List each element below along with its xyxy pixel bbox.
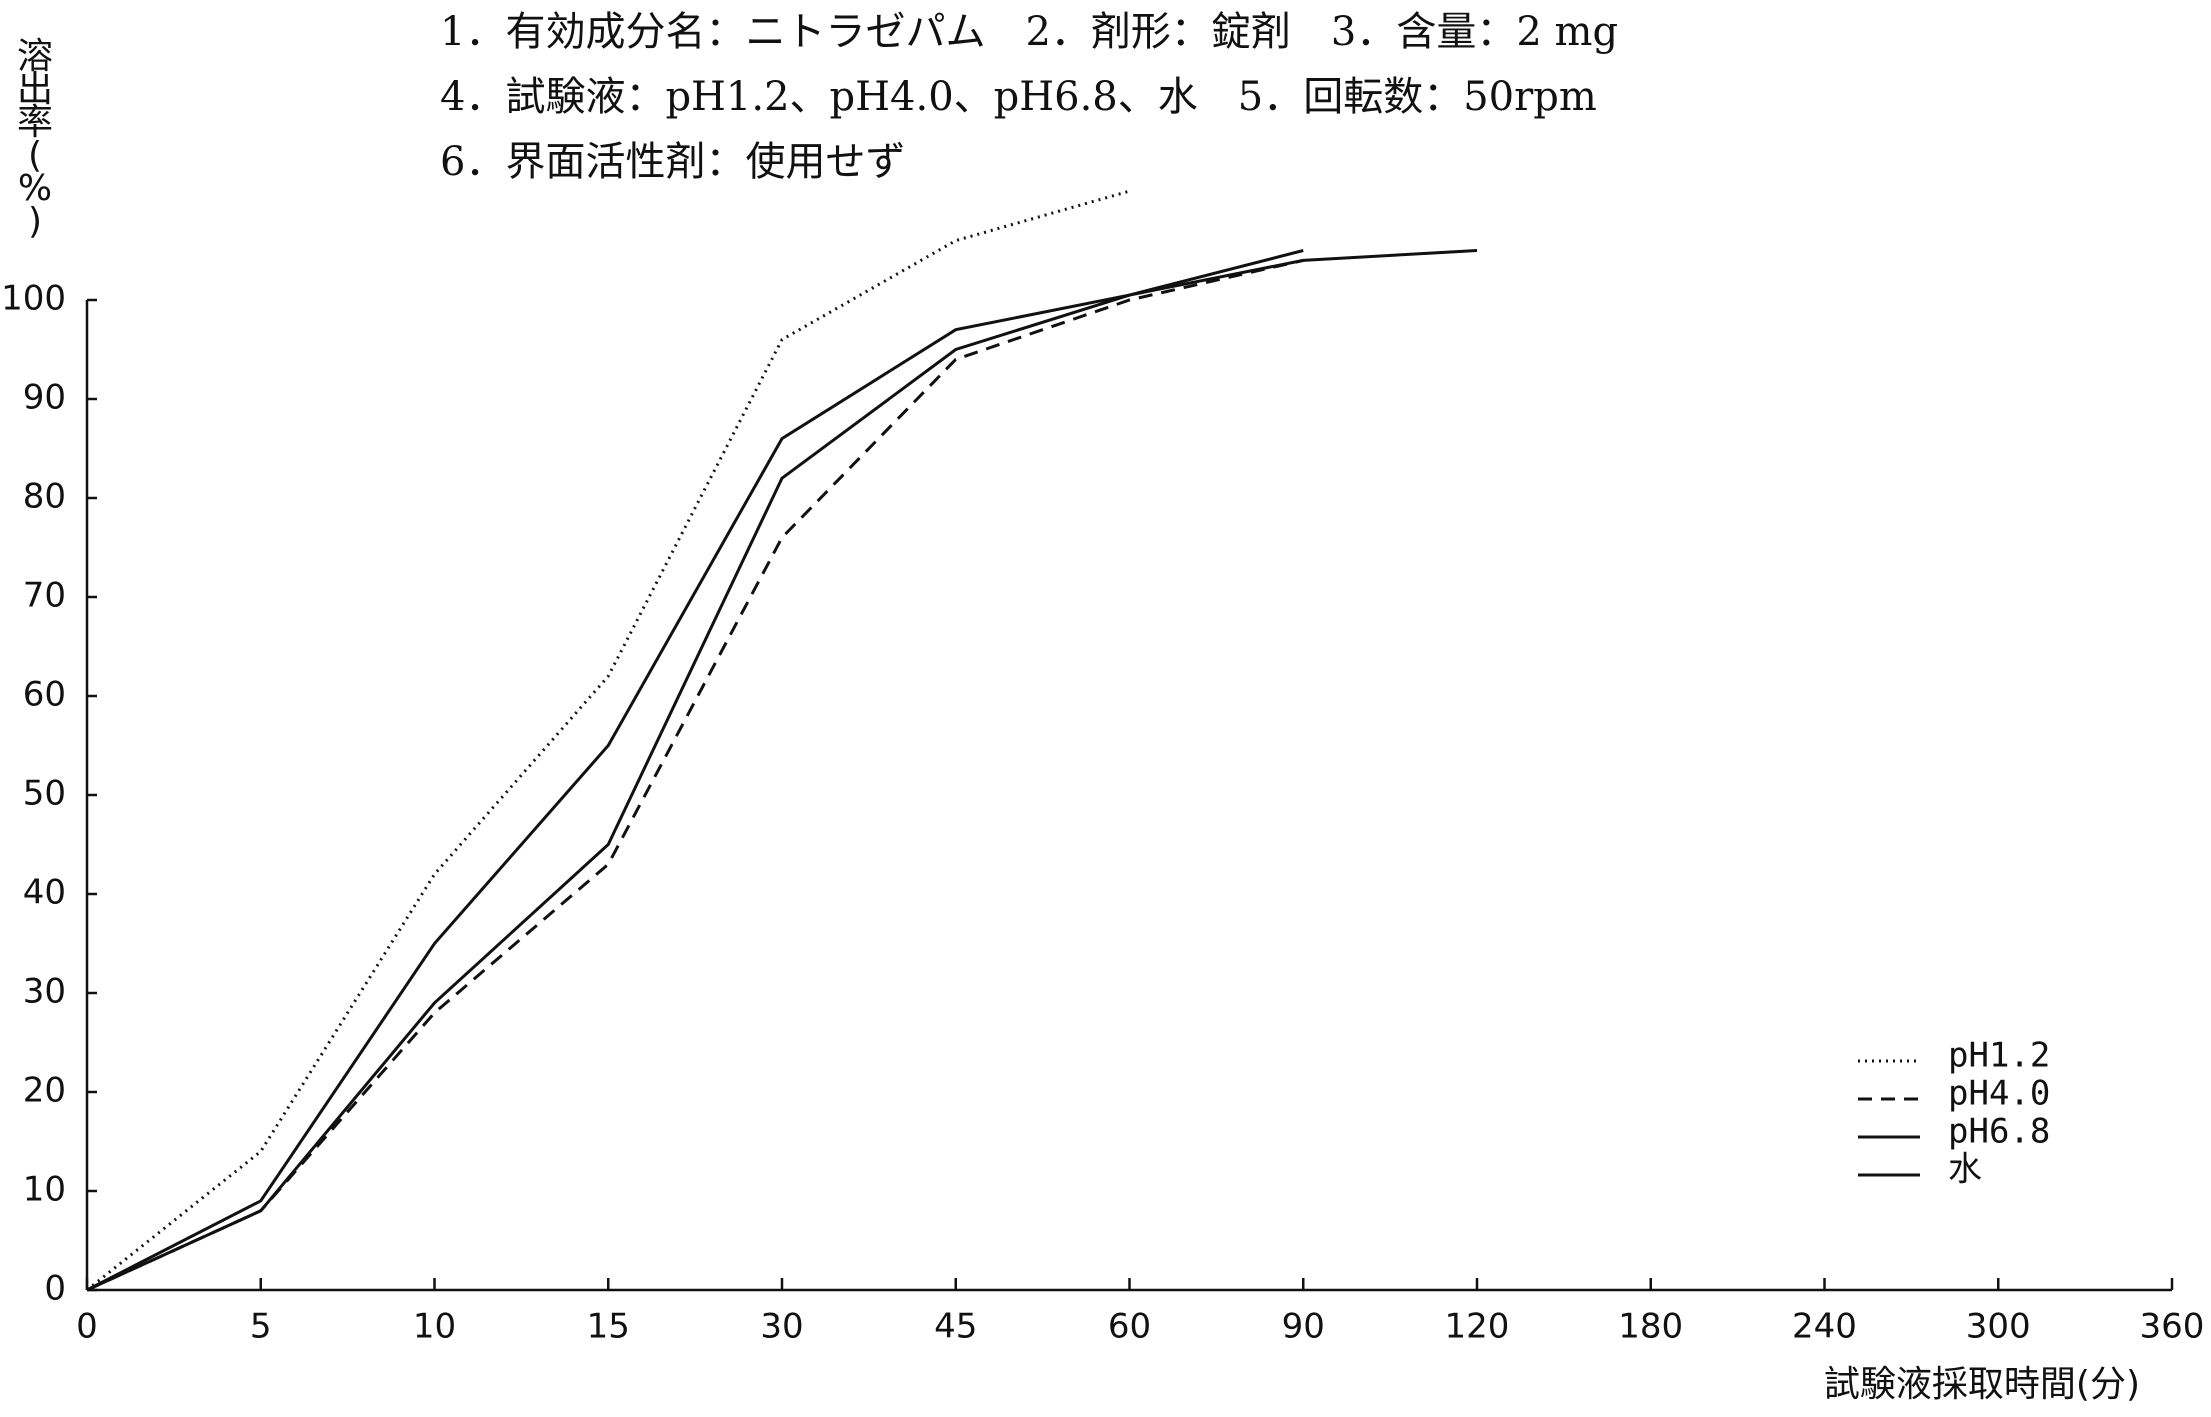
x-tick-label: 300	[1966, 1307, 2031, 1347]
series-line	[86, 258, 1304, 1292]
legend-label: pH1.2	[1948, 1036, 2050, 1076]
y-tick-label: 80	[23, 477, 66, 517]
series-line	[86, 189, 1130, 1292]
header-line: 1．有効成分名：ニトラゼパム 2．剤形：錠剤 3．含量：2 mg	[440, 9, 1618, 55]
x-tick-label: 0	[76, 1307, 98, 1347]
header-line: 4．試験液：pH1.2、pH4.0、pH6.8、水 5．回転数：50rpm	[440, 74, 1597, 120]
y-tick-label: 20	[23, 1071, 66, 1111]
y-tick-label: 50	[23, 774, 66, 814]
x-tick-label: 5	[250, 1307, 272, 1347]
x-tick-label: 60	[1108, 1307, 1151, 1347]
y-tick-label: 70	[23, 576, 66, 616]
y-axis-label: )	[28, 201, 42, 242]
x-tick-label: 360	[2140, 1307, 2205, 1347]
x-tick-label: 240	[1792, 1307, 1857, 1347]
legend-label: pH4.0	[1948, 1074, 2050, 1114]
legend-label: 水	[1948, 1150, 1982, 1190]
header-line: 6．界面活性剤：使用せず	[440, 139, 905, 185]
y-axis-label: 溶	[17, 36, 53, 77]
y-tick-label: 90	[23, 378, 66, 418]
x-tick-label: 120	[1445, 1307, 1510, 1347]
y-tick-label: 60	[23, 675, 66, 715]
x-tick-label: 45	[934, 1307, 977, 1347]
legend-label: pH6.8	[1948, 1112, 2050, 1152]
y-tick-label: 10	[23, 1170, 66, 1210]
x-tick-label: 180	[1618, 1307, 1683, 1347]
y-axis-label: (	[28, 135, 42, 176]
series-line	[86, 249, 1478, 1292]
x-tick-label: 15	[587, 1307, 630, 1347]
y-tick-label: 40	[23, 873, 66, 913]
y-axis-label: 出	[17, 69, 53, 110]
x-tick-label: 90	[1282, 1307, 1325, 1347]
x-tick-label: 10	[413, 1307, 456, 1347]
y-axis-label: %	[18, 168, 52, 209]
x-tick-label: 30	[760, 1307, 803, 1347]
y-tick-label: 0	[44, 1269, 66, 1309]
series-line	[86, 249, 1304, 1292]
y-tick-label: 100	[1, 279, 66, 319]
y-axis-label: 率	[17, 102, 53, 143]
y-tick-label: 30	[23, 972, 66, 1012]
x-axis-label: 試験液採取時間(分)	[1824, 1364, 2140, 1405]
